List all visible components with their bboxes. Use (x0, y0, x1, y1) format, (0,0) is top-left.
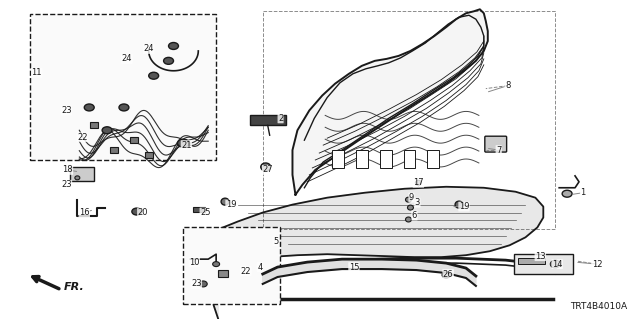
Ellipse shape (260, 163, 271, 171)
Text: 15: 15 (349, 263, 359, 272)
Text: 13: 13 (535, 252, 546, 261)
Text: TRT4B4010A: TRT4B4010A (570, 302, 627, 311)
Text: 9: 9 (409, 193, 414, 202)
Text: 7: 7 (496, 146, 501, 155)
Bar (403, 150, 415, 168)
Text: 24: 24 (122, 54, 132, 63)
Bar (110, 147, 118, 153)
Text: 3: 3 (415, 198, 420, 207)
Text: 17: 17 (413, 178, 424, 187)
Bar (250, 116, 285, 125)
Polygon shape (211, 187, 543, 319)
Text: 21: 21 (181, 140, 191, 150)
Text: 1: 1 (580, 188, 586, 197)
Ellipse shape (199, 281, 207, 287)
Ellipse shape (132, 208, 142, 215)
FancyBboxPatch shape (70, 167, 94, 181)
Bar (513, 254, 573, 274)
Ellipse shape (415, 180, 421, 185)
Ellipse shape (455, 201, 463, 208)
Ellipse shape (212, 262, 220, 267)
Text: 23: 23 (191, 279, 202, 288)
Ellipse shape (562, 190, 572, 197)
Ellipse shape (550, 260, 560, 268)
FancyBboxPatch shape (485, 136, 507, 152)
Text: 4: 4 (257, 263, 262, 272)
Text: 10: 10 (189, 258, 200, 267)
Ellipse shape (406, 197, 412, 202)
Bar (428, 150, 439, 168)
Text: 11: 11 (31, 68, 42, 77)
Bar (380, 150, 392, 168)
Text: 22: 22 (77, 133, 88, 142)
Text: 5: 5 (273, 237, 278, 246)
Ellipse shape (168, 43, 179, 50)
Text: 20: 20 (138, 208, 148, 217)
Ellipse shape (406, 217, 412, 222)
Ellipse shape (221, 198, 229, 205)
Ellipse shape (408, 205, 413, 210)
Ellipse shape (119, 104, 129, 111)
Bar (29, 14, 216, 160)
Ellipse shape (84, 104, 94, 111)
Bar (518, 258, 545, 264)
Text: 8: 8 (505, 81, 510, 90)
Bar (193, 207, 205, 212)
Text: 14: 14 (552, 260, 563, 268)
Text: 12: 12 (591, 260, 602, 268)
Bar (130, 137, 138, 143)
Polygon shape (292, 9, 488, 195)
Text: 27: 27 (262, 165, 273, 174)
Text: FR.: FR. (63, 282, 84, 292)
Text: 24: 24 (143, 44, 154, 53)
Bar (90, 122, 98, 128)
Ellipse shape (148, 72, 159, 79)
Text: 6: 6 (412, 211, 417, 220)
Text: 23: 23 (61, 106, 72, 115)
Bar (184, 228, 280, 304)
Bar (145, 152, 153, 158)
Bar (332, 150, 344, 168)
Ellipse shape (164, 57, 173, 64)
Ellipse shape (177, 139, 189, 147)
Ellipse shape (102, 127, 112, 134)
Ellipse shape (75, 176, 80, 180)
Text: 26: 26 (443, 269, 454, 278)
Text: 25: 25 (200, 208, 211, 217)
Text: 2: 2 (278, 114, 284, 123)
Ellipse shape (442, 272, 450, 278)
Text: 22: 22 (241, 267, 251, 276)
Bar (218, 270, 228, 277)
Bar (356, 150, 368, 168)
Text: 16: 16 (79, 208, 90, 217)
Text: 23: 23 (61, 180, 72, 189)
Text: 18: 18 (62, 165, 73, 174)
Text: 19: 19 (459, 202, 469, 211)
Text: 19: 19 (226, 200, 236, 209)
Polygon shape (263, 259, 476, 286)
